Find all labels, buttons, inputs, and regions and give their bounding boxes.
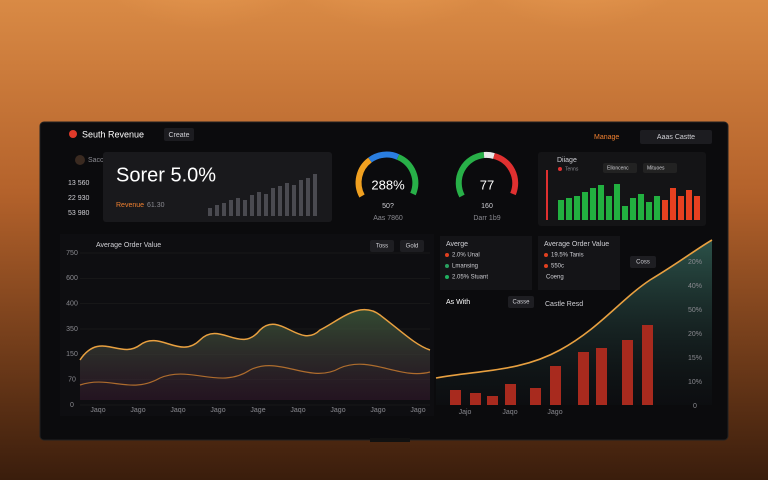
y-tick-label: 0 xyxy=(70,402,74,409)
panel-subtitle: Castle Resd xyxy=(545,301,583,308)
legend-dot xyxy=(445,275,449,279)
legend-dot xyxy=(544,253,548,257)
y-tick-label: 150 xyxy=(66,351,78,358)
x-tick-label: Jaqo xyxy=(90,407,105,414)
legend-item: 550c xyxy=(551,264,564,270)
x-tick-label: Jago xyxy=(210,407,225,414)
sidebar-item[interactable]: 53 980 xyxy=(68,210,90,217)
light xyxy=(440,0,720,150)
create-label: Create xyxy=(168,132,189,139)
legend-item: Coeng xyxy=(546,275,564,281)
gauge-sub: 160 xyxy=(481,203,493,210)
bars xyxy=(558,184,700,220)
panel-button[interactable] xyxy=(400,240,424,252)
x-tick-label: Jaqo xyxy=(170,407,185,414)
create-button[interactable] xyxy=(164,128,194,141)
gauge-sub: 50? xyxy=(382,203,394,210)
y-tick-label: 50% xyxy=(688,307,702,314)
legend-dot xyxy=(445,264,449,268)
legend-item: 2.0% Unal xyxy=(452,253,480,259)
legend-panel xyxy=(440,236,532,290)
panel-title: Average Order Value xyxy=(96,242,161,249)
y-tick-label: 750 xyxy=(66,250,78,257)
panel-title: Diiage xyxy=(557,157,577,164)
x-tick-label: Jago xyxy=(410,407,425,414)
x-tick-label: Jajo xyxy=(459,409,472,416)
y-tick-label: 400 xyxy=(66,301,78,308)
x-tick-label: Jago xyxy=(130,407,145,414)
panel-title: Average Order Value xyxy=(544,241,609,248)
line xyxy=(435,239,713,379)
y-axis: 20% 40% 50% 20% 15% 10% 0 xyxy=(688,259,702,410)
legend-item: Tenns xyxy=(565,166,579,172)
gauge-caption: Darr 1b9 xyxy=(473,215,500,222)
y-tick-label: 10% xyxy=(688,379,702,386)
kpi-sparkbars xyxy=(208,174,317,216)
gauge-1 xyxy=(355,151,419,198)
menu[interactable]: Manage xyxy=(594,134,619,141)
gauge-value: 288% xyxy=(371,177,405,192)
legend-chip[interactable] xyxy=(603,163,637,173)
legend-item: Lmansing xyxy=(452,264,478,270)
app-title: Seuth Revenue xyxy=(82,129,144,139)
kpi-label: 61.30 xyxy=(147,202,165,209)
panel-button[interactable] xyxy=(508,296,534,308)
x-tick-label: Jago xyxy=(547,409,562,416)
legend-dot xyxy=(445,253,449,257)
y-tick-label: 20% xyxy=(688,331,702,338)
x-tick-label: Jage xyxy=(250,407,265,414)
panel-button[interactable] xyxy=(630,256,656,268)
kpi-title: Sorer 5.0% xyxy=(116,164,216,186)
gauge-2 xyxy=(455,151,519,198)
x-tick-label: Jaqo xyxy=(502,409,517,416)
line xyxy=(79,363,431,386)
y-tick-label: 0 xyxy=(693,403,697,410)
y-tick-label: 20% xyxy=(688,259,702,266)
panel-title: As With xyxy=(446,299,470,306)
legend-item: Elloncenc xyxy=(607,165,629,171)
gauge-value: 77 xyxy=(480,177,494,192)
y-tick-label: 40% xyxy=(688,283,702,290)
legend-item: 2.05% Stuant xyxy=(452,275,488,281)
axis-marker xyxy=(546,170,548,220)
x-tick-label: Jago xyxy=(330,407,345,414)
area xyxy=(80,309,430,400)
legend-item: Mituoes xyxy=(647,165,665,171)
panel-button-label: Casse xyxy=(512,300,530,306)
bars xyxy=(450,325,653,405)
panel-button-label: Coss xyxy=(636,260,650,266)
panel-button-label: Toss xyxy=(376,244,388,250)
sidebar-icon xyxy=(75,155,85,165)
x-axis: Jaqo Jago Jaqo Jago Jage Jaqo Jago Jago Jago xyxy=(90,407,425,414)
panel-button-label: Gold xyxy=(406,244,419,250)
legend-item: 19.5% Tanis xyxy=(551,253,584,259)
x-tick-label: Jaqo xyxy=(290,407,305,414)
line xyxy=(79,308,431,361)
user-box[interactable] xyxy=(640,130,712,144)
y-tick-label: 70 xyxy=(68,377,76,384)
legend-dot xyxy=(544,264,548,268)
logo xyxy=(69,130,77,138)
legend-dot xyxy=(558,167,562,171)
aov-panel xyxy=(538,236,620,290)
kpi-label: Revenue xyxy=(116,202,144,209)
sidebar-item[interactable]: 13 560 xyxy=(68,180,90,187)
legend-chip[interactable] xyxy=(643,163,677,173)
y-tick-label: 350 xyxy=(66,326,78,333)
sidebar-item[interactable]: 22 930 xyxy=(68,195,90,202)
x-axis: Jajo Jaqo Jago xyxy=(459,409,563,416)
stand xyxy=(370,438,410,442)
user: Aaas Castte xyxy=(657,134,695,141)
x-tick-label: Jago xyxy=(370,407,385,414)
y-tick-label: 15% xyxy=(688,355,702,362)
panel-button[interactable] xyxy=(370,240,394,252)
panel-title: Averge xyxy=(446,241,468,248)
gauge-caption: Aas 7860 xyxy=(373,215,403,222)
sidebar-item[interactable]: Sacc xyxy=(88,157,104,164)
y-tick-label: 600 xyxy=(66,275,78,282)
